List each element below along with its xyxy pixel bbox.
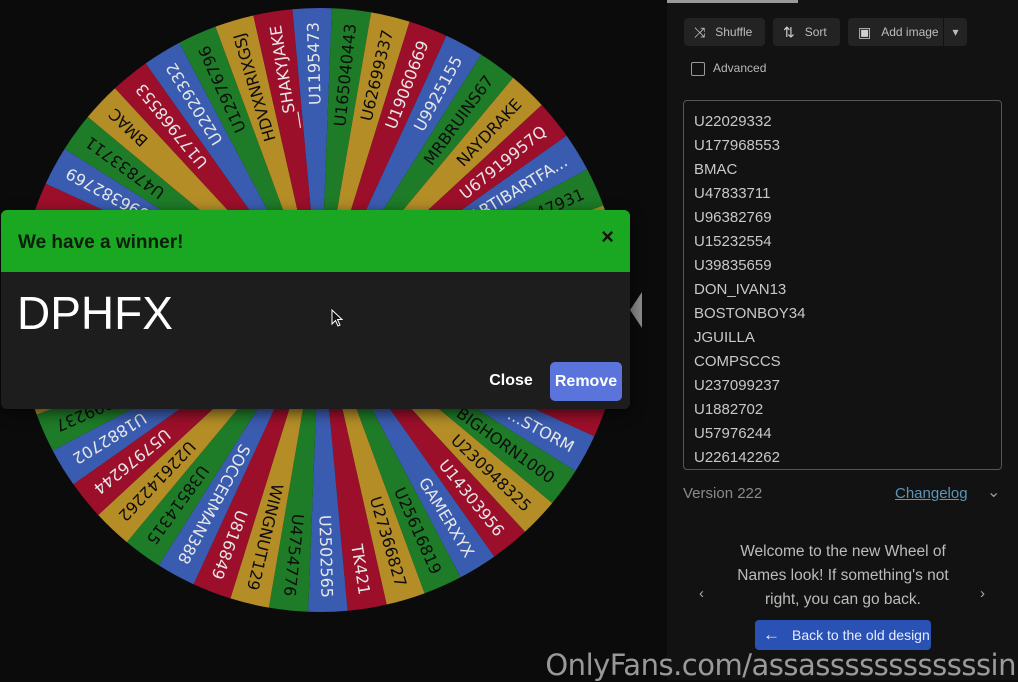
advanced-checkbox[interactable] [691, 62, 705, 76]
winner-name: DPHFX [17, 287, 173, 339]
wheel-segment-label: U2502565 [315, 515, 336, 598]
changelog-link[interactable]: Changelog [895, 485, 968, 502]
version-label: Version 222 [683, 485, 763, 502]
sort-button[interactable]: ⇅ Sort [773, 18, 840, 46]
chevron-left-icon[interactable]: ‹ [699, 585, 704, 602]
old-design-button[interactable]: ← Back to the old design [755, 620, 931, 650]
shuffle-icon: ⤨ [694, 23, 706, 40]
caret-down-icon: ▾ [952, 25, 959, 39]
name-entry: U15232554 [694, 233, 772, 250]
name-entry: JGUILLA [694, 329, 755, 346]
sort-label: Sort [804, 25, 827, 39]
name-entry: U47833711 [694, 185, 771, 202]
chevron-down-icon[interactable]: ⌄ [987, 484, 1001, 501]
shuffle-button[interactable]: ⤨ Shuffle [684, 18, 765, 46]
name-entry: U237099237 [694, 377, 780, 394]
welcome-message: Welcome to the new Wheel of Names look! … [737, 543, 949, 608]
advanced-label: Advanced [713, 61, 767, 75]
mouse-cursor-icon [331, 309, 344, 327]
shuffle-label: Shuffle [715, 25, 753, 39]
remove-button[interactable]: Remove [550, 362, 622, 401]
chevron-right-icon[interactable]: › [980, 585, 985, 602]
name-entry: COMPSCCS [694, 353, 781, 370]
add-image-label: Add image [881, 25, 939, 39]
name-entry: U177968553 [694, 137, 780, 154]
name-entry: BOSTONBOY34 [694, 305, 806, 322]
active-tab-indicator [667, 0, 798, 3]
close-button[interactable]: Close [489, 372, 533, 389]
old-design-label: Back to the old design [792, 627, 930, 643]
name-entry: DON_IVAN13 [694, 281, 787, 298]
name-entry: BMAC [694, 161, 738, 178]
arrow-left-icon: ← [763, 625, 780, 644]
name-entry: U226142262 [694, 449, 780, 466]
add-image-dropdown[interactable]: ▾ [944, 18, 967, 46]
wheel-pointer [630, 292, 642, 328]
winner-dialog-title: We have a winner! [18, 232, 184, 253]
image-icon: ▣ [858, 23, 872, 40]
name-entry: U96382769 [694, 209, 772, 226]
side-panel: ⤨ Shuffle ⇅ Sort ▣ Add image ▾ Advanced … [667, 0, 1018, 680]
names-textarea[interactable]: U22029332 U177968553 BMAC U47833711 U9638276… [683, 100, 1002, 470]
name-entry: U1882702 [694, 401, 764, 418]
winner-dialog-header: We have a winner! × [1, 210, 630, 272]
name-entry: U22029332 [694, 113, 772, 130]
watermark: OnlyFans.com/assassssssssssssin [545, 648, 1016, 682]
name-entry: U39835659 [694, 257, 772, 274]
close-icon[interactable]: × [601, 224, 614, 249]
wheel-segment-label: U1195473 [303, 22, 324, 105]
winner-dialog: We have a winner! × DPHFX Close Remove [1, 210, 630, 409]
add-image-button[interactable]: ▣ Add image [848, 18, 943, 46]
name-entry: U57976244 [694, 425, 772, 442]
sort-icon: ⇅ [783, 23, 795, 40]
